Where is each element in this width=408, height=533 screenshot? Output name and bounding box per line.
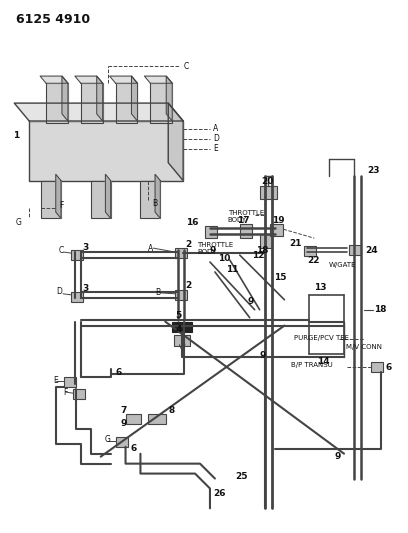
Text: 17: 17 xyxy=(237,216,249,225)
Text: 10: 10 xyxy=(218,254,230,263)
Text: C: C xyxy=(59,246,64,255)
Text: 9: 9 xyxy=(248,297,254,306)
Bar xyxy=(259,185,277,199)
Text: BODY: BODY xyxy=(228,217,247,223)
Text: 9: 9 xyxy=(210,246,216,255)
Bar xyxy=(41,181,61,219)
Bar xyxy=(81,83,103,123)
Text: 6: 6 xyxy=(386,363,392,372)
Text: 18: 18 xyxy=(256,246,268,255)
Polygon shape xyxy=(40,76,68,83)
Text: B: B xyxy=(152,199,157,208)
Text: 14: 14 xyxy=(317,357,330,366)
Bar xyxy=(259,234,272,248)
Bar xyxy=(270,224,284,236)
Polygon shape xyxy=(75,76,103,83)
Text: 20: 20 xyxy=(262,177,274,186)
Text: 25: 25 xyxy=(235,472,247,481)
Text: 9: 9 xyxy=(121,419,127,429)
Text: 18: 18 xyxy=(374,305,386,314)
Bar xyxy=(115,83,137,123)
Bar xyxy=(349,245,361,255)
Bar xyxy=(240,224,252,238)
Text: 16: 16 xyxy=(186,218,198,227)
Bar xyxy=(126,414,142,424)
Text: 6: 6 xyxy=(131,444,137,453)
Text: 3: 3 xyxy=(83,284,89,293)
Polygon shape xyxy=(168,103,183,181)
Bar xyxy=(149,414,166,424)
Text: 19: 19 xyxy=(272,216,284,225)
Text: F: F xyxy=(59,201,63,210)
Polygon shape xyxy=(155,174,160,219)
Text: BODY: BODY xyxy=(197,249,216,255)
Text: A: A xyxy=(149,244,154,253)
Polygon shape xyxy=(131,76,137,121)
Bar xyxy=(71,250,83,260)
Text: 9: 9 xyxy=(259,351,266,360)
Bar xyxy=(175,248,187,258)
Bar xyxy=(172,321,192,332)
Polygon shape xyxy=(144,76,172,83)
Text: 6125 4910: 6125 4910 xyxy=(16,13,91,26)
Text: 2: 2 xyxy=(185,281,191,290)
Text: THROTTLE: THROTTLE xyxy=(197,242,233,248)
Bar xyxy=(29,121,183,181)
Text: G: G xyxy=(16,218,21,227)
Text: 12: 12 xyxy=(252,251,264,260)
Text: 26: 26 xyxy=(213,489,226,498)
Polygon shape xyxy=(56,174,61,219)
Text: 1: 1 xyxy=(13,132,19,140)
Text: E: E xyxy=(213,144,218,154)
Text: 5: 5 xyxy=(175,311,182,320)
Text: PURGE/PCV TEE: PURGE/PCV TEE xyxy=(295,335,349,341)
Text: 11: 11 xyxy=(226,265,238,274)
Bar xyxy=(371,362,383,372)
Text: 4: 4 xyxy=(175,325,182,334)
Bar xyxy=(73,389,85,399)
Bar xyxy=(174,335,190,346)
Bar xyxy=(46,83,68,123)
Polygon shape xyxy=(97,76,103,121)
Text: G: G xyxy=(105,435,111,445)
Bar xyxy=(175,290,187,300)
Text: D: D xyxy=(213,134,219,143)
Text: B: B xyxy=(155,288,160,297)
Text: 9: 9 xyxy=(334,452,341,461)
Polygon shape xyxy=(105,174,111,219)
Text: B/P TRANSU: B/P TRANSU xyxy=(291,362,333,368)
Text: 15: 15 xyxy=(275,273,287,282)
Text: 23: 23 xyxy=(367,166,379,175)
Polygon shape xyxy=(14,103,183,121)
Text: M/V CONN: M/V CONN xyxy=(346,344,382,350)
Polygon shape xyxy=(62,76,68,121)
Text: 7: 7 xyxy=(121,406,127,415)
Text: F: F xyxy=(63,387,67,397)
Text: 13: 13 xyxy=(314,284,327,293)
Bar xyxy=(151,83,172,123)
Bar xyxy=(115,437,128,447)
Text: 21: 21 xyxy=(289,239,302,248)
Text: D: D xyxy=(56,287,62,296)
Text: C: C xyxy=(183,62,188,71)
Text: A: A xyxy=(213,124,218,133)
Text: 2: 2 xyxy=(185,240,191,249)
Bar xyxy=(205,227,217,238)
Text: E: E xyxy=(53,376,58,385)
Text: THROTTLE: THROTTLE xyxy=(228,211,264,216)
Bar xyxy=(91,181,111,219)
Bar xyxy=(64,377,76,387)
Text: 8: 8 xyxy=(168,406,175,415)
Text: 22: 22 xyxy=(307,255,320,264)
Text: 6: 6 xyxy=(115,368,122,377)
Text: 24: 24 xyxy=(365,246,377,255)
Bar xyxy=(71,292,83,302)
Polygon shape xyxy=(110,76,137,83)
Polygon shape xyxy=(166,76,172,121)
Bar xyxy=(140,181,160,219)
Text: W/GATE: W/GATE xyxy=(329,262,357,268)
Text: 3: 3 xyxy=(83,243,89,252)
Bar xyxy=(304,246,316,256)
